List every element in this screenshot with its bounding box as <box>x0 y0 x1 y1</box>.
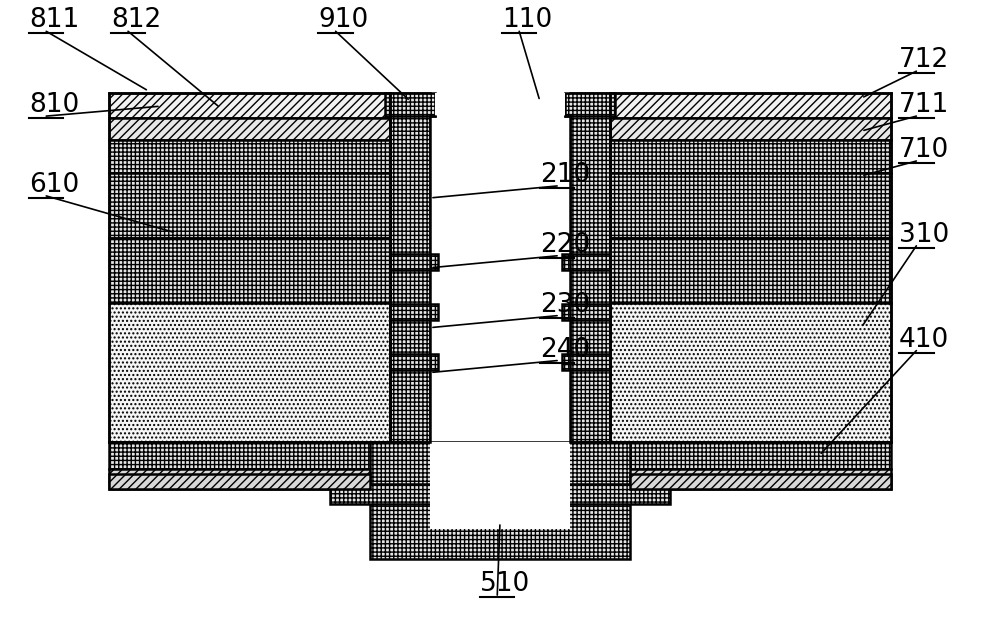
Bar <box>562 303 610 320</box>
Bar <box>610 303 891 443</box>
Text: 711: 711 <box>899 92 949 118</box>
Bar <box>430 443 570 529</box>
Bar <box>390 254 438 270</box>
Bar <box>435 93 565 116</box>
Text: 310: 310 <box>899 222 949 248</box>
Bar <box>610 140 891 173</box>
Text: 220: 220 <box>540 232 590 258</box>
Bar <box>630 475 891 489</box>
Bar <box>610 118 891 140</box>
Bar <box>109 475 370 489</box>
Bar <box>390 303 438 320</box>
Bar <box>570 93 610 443</box>
Bar <box>109 173 390 238</box>
Bar <box>430 93 570 443</box>
Text: 240: 240 <box>540 337 590 362</box>
Text: 811: 811 <box>29 8 79 33</box>
Bar <box>610 173 891 238</box>
Bar <box>390 93 430 443</box>
Bar <box>610 93 891 118</box>
Bar <box>109 303 390 443</box>
Text: 910: 910 <box>318 8 369 33</box>
Text: 710: 710 <box>899 137 949 163</box>
Bar <box>562 354 610 369</box>
Bar <box>109 238 390 303</box>
Bar <box>109 443 420 470</box>
Text: 712: 712 <box>899 47 949 73</box>
Bar <box>370 443 630 559</box>
Bar <box>610 238 891 303</box>
Text: 210: 210 <box>540 162 590 188</box>
Bar <box>385 93 435 116</box>
Text: 110: 110 <box>502 8 552 33</box>
Text: 410: 410 <box>899 327 949 352</box>
Bar <box>562 254 610 270</box>
Text: 812: 812 <box>111 8 161 33</box>
Bar <box>390 354 438 369</box>
Bar <box>109 140 390 173</box>
Bar <box>580 443 891 470</box>
Text: 510: 510 <box>480 571 530 597</box>
Bar <box>109 470 420 489</box>
Bar <box>109 118 390 140</box>
Text: 610: 610 <box>29 172 79 198</box>
Text: 230: 230 <box>540 292 590 318</box>
Bar <box>580 470 891 489</box>
Text: 810: 810 <box>29 92 79 118</box>
Bar <box>109 93 390 118</box>
Bar <box>565 93 615 116</box>
Bar <box>330 484 670 504</box>
